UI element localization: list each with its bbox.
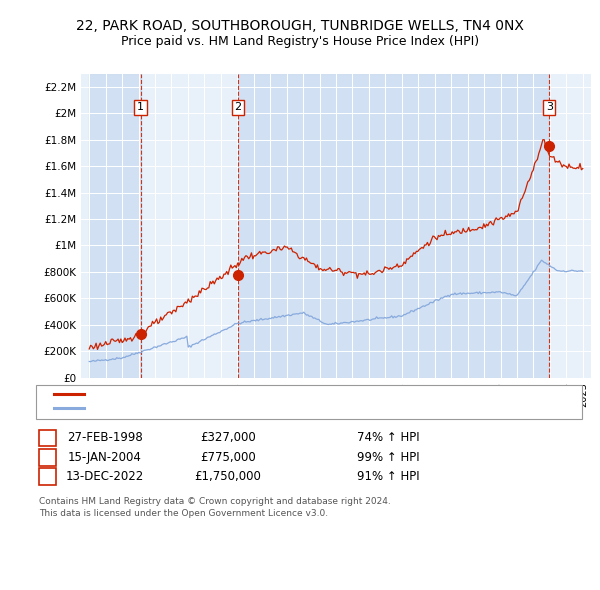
Text: Price paid vs. HM Land Registry's House Price Index (HPI): Price paid vs. HM Land Registry's House … [121, 35, 479, 48]
Bar [89, 74, 140, 378]
Text: Contains HM Land Registry data © Crown copyright and database right 2024.
This d: Contains HM Land Registry data © Crown c… [39, 497, 391, 518]
Text: 13-DEC-2022: 13-DEC-2022 [66, 470, 144, 483]
Text: HPI: Average price, detached house, Tunbridge Wells: HPI: Average price, detached house, Tunb… [91, 404, 349, 413]
Text: 99% ↑ HPI: 99% ↑ HPI [357, 451, 419, 464]
Text: 1: 1 [44, 431, 51, 444]
Text: 22, PARK ROAD, SOUTHBOROUGH, TUNBRIDGE WELLS, TN4 0NX (detached house): 22, PARK ROAD, SOUTHBOROUGH, TUNBRIDGE W… [91, 389, 496, 398]
Text: 91% ↑ HPI: 91% ↑ HPI [357, 470, 419, 483]
Text: 15-JAN-2004: 15-JAN-2004 [68, 451, 142, 464]
Text: £775,000: £775,000 [200, 451, 256, 464]
Text: £327,000: £327,000 [200, 431, 256, 444]
Text: 1: 1 [137, 102, 144, 112]
Text: 3: 3 [546, 102, 553, 112]
Text: 2: 2 [235, 102, 242, 112]
Text: 2: 2 [44, 451, 51, 464]
Text: 3: 3 [44, 470, 51, 483]
Text: 27-FEB-1998: 27-FEB-1998 [67, 431, 143, 444]
Text: 74% ↑ HPI: 74% ↑ HPI [357, 431, 419, 444]
Bar [238, 74, 549, 378]
Text: 22, PARK ROAD, SOUTHBOROUGH, TUNBRIDGE WELLS, TN4 0NX: 22, PARK ROAD, SOUTHBOROUGH, TUNBRIDGE W… [76, 19, 524, 33]
Text: £1,750,000: £1,750,000 [194, 470, 262, 483]
